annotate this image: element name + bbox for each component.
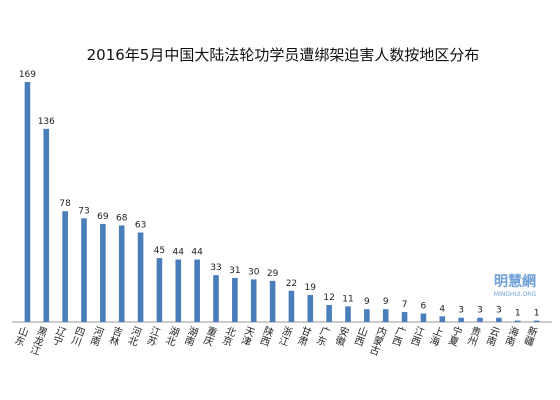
bar — [81, 218, 87, 322]
value-label: 6 — [421, 301, 427, 311]
value-label: 29 — [267, 269, 279, 279]
bar — [439, 316, 446, 322]
bar — [269, 280, 276, 322]
value-label: 63 — [135, 221, 146, 231]
value-label: 31 — [229, 266, 240, 276]
value-label: 3 — [496, 306, 502, 316]
bar — [156, 258, 163, 322]
bar — [194, 259, 200, 322]
value-label: 44 — [191, 248, 203, 258]
bar — [401, 312, 408, 322]
bar — [175, 259, 182, 322]
value-label: 3 — [477, 306, 483, 316]
bar — [307, 295, 314, 322]
value-label: 19 — [305, 283, 317, 293]
bar — [213, 275, 219, 322]
value-label: 33 — [210, 263, 221, 273]
bar — [533, 320, 540, 322]
bar — [477, 317, 483, 322]
value-label: 30 — [248, 267, 260, 277]
bar — [100, 224, 106, 322]
bar — [288, 290, 295, 322]
value-label: 68 — [116, 213, 128, 223]
bar — [62, 211, 68, 322]
bar — [345, 306, 351, 322]
value-label: 4 — [439, 304, 445, 314]
value-label: 12 — [323, 293, 334, 303]
bar — [514, 320, 521, 322]
value-label: 69 — [97, 212, 109, 222]
value-label: 11 — [342, 294, 353, 304]
bar — [496, 317, 502, 322]
value-label: 3 — [458, 306, 464, 316]
value-label: 9 — [383, 297, 389, 307]
bar — [43, 128, 50, 322]
bar — [118, 225, 125, 322]
bar — [250, 279, 257, 322]
bar — [24, 82, 31, 322]
value-label: 1 — [534, 309, 540, 319]
bar — [364, 309, 370, 322]
value-label: 169 — [19, 70, 36, 80]
value-label: 45 — [154, 246, 165, 256]
value-label: 44 — [173, 248, 185, 258]
watermark: 明慧網 — [494, 273, 536, 290]
value-label: 22 — [286, 279, 297, 289]
value-label: 1 — [515, 309, 521, 319]
value-label: 73 — [78, 206, 89, 216]
bar — [137, 232, 144, 322]
bar — [382, 309, 389, 322]
value-label: 78 — [59, 199, 71, 209]
bar — [326, 304, 332, 322]
bar — [232, 277, 238, 322]
value-label: 7 — [402, 300, 408, 310]
value-label: 136 — [38, 117, 55, 127]
chart-title: 2016年5月中国大陆法轮功学员遭绑架迫害人数按地区分布 — [87, 46, 480, 64]
value-label: 9 — [364, 297, 370, 307]
watermark-sub: MINGHUI.ORG — [494, 291, 537, 298]
bar — [420, 313, 427, 322]
bar — [458, 317, 464, 322]
